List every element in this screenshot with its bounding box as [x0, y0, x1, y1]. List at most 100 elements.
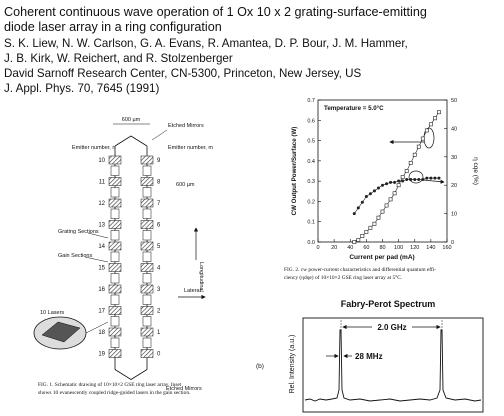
emitter-number: 19 — [98, 352, 105, 358]
caption: ciency (ηdqe) of 10×10×2 GSE ring laser … — [284, 274, 402, 281]
y2-tick-label: 40 — [451, 126, 457, 132]
emitter-number: 3 — [157, 287, 161, 293]
grating-section — [140, 306, 154, 315]
label: Emitter number, m — [168, 145, 213, 151]
emitter-number: 7 — [157, 201, 161, 207]
data-point — [420, 136, 425, 141]
y-tick-label: 0.0 — [307, 240, 315, 246]
x-tick-label: 100 — [394, 245, 403, 251]
data-point — [352, 240, 357, 244]
x-tick-label: 20 — [331, 245, 337, 251]
data-point — [385, 182, 389, 186]
label: 600 µm — [122, 117, 141, 123]
grating-section — [140, 327, 154, 337]
y2-tick-label: 30 — [451, 155, 457, 161]
header: Coherent continuous wave operation of 1 … — [4, 5, 427, 95]
y-tick-label: 0.2 — [307, 199, 315, 205]
grating-section — [108, 263, 122, 272]
data-point — [424, 128, 429, 133]
grating-section — [108, 349, 122, 358]
gain-section — [110, 294, 120, 305]
data-point — [421, 178, 425, 182]
affiliation: David Sarnoff Research Center, CN-5300, … — [4, 67, 361, 80]
grating-section — [108, 198, 122, 208]
emitter-number: 0 — [157, 352, 161, 358]
label: Lateral — [184, 288, 201, 294]
emitter-number: 16 — [98, 287, 105, 293]
grating-section — [140, 155, 154, 165]
gain-section — [110, 316, 120, 327]
gain-section — [110, 187, 120, 198]
data-point — [405, 178, 409, 182]
callout — [408, 170, 424, 184]
grating-section — [108, 327, 122, 337]
label: Longitudinal — [198, 262, 204, 292]
leader — [84, 256, 109, 263]
author-line: J. B. Kirk, W. Reichert, and R. Stolzenb… — [4, 52, 233, 65]
x-tick-label: 80 — [379, 245, 385, 251]
figure-2: Temperature = 5.0°C Current per pad (mA)… — [284, 98, 479, 281]
plot-frame — [302, 317, 484, 413]
caption: FIG. 2. cw power-current characteristics… — [284, 266, 436, 273]
data-point — [416, 144, 421, 149]
emitter-number: 18 — [98, 330, 105, 336]
title-line: diode laser array in a ring configuratio… — [4, 20, 222, 34]
x-tick-label: 160 — [442, 245, 451, 251]
emitter-number: 14 — [98, 244, 105, 250]
label: Gain Sections — [58, 253, 92, 259]
title-line: Coherent continuous wave operation of 1 … — [4, 5, 427, 19]
caption: FIG. 1. Schematic drawing of 10×10×2 GSE… — [38, 381, 182, 388]
author-line: S. K. Liew, N. W. Carlson, G. A. Evans, … — [4, 37, 408, 50]
data-point — [425, 176, 429, 180]
figure-3: Fabry-Perot Spectrum Rel. Intensity (a.u… — [289, 299, 484, 413]
citation: J. Appl. Phys. 70, 7645 (1991) — [4, 82, 159, 95]
label: Grating Sections — [58, 229, 99, 235]
data-point — [381, 183, 384, 187]
gain-section — [142, 208, 152, 219]
emitter-number: 8 — [157, 180, 161, 186]
gain-section — [110, 230, 120, 241]
spectrum — [304, 329, 482, 402]
grating-section — [140, 349, 154, 358]
data-point — [360, 200, 364, 204]
emitter-number: 15 — [98, 266, 105, 272]
data-point — [429, 176, 433, 180]
x-axis-label: Current per pad (mA) — [349, 254, 414, 261]
y2-tick-label: 0 — [451, 240, 454, 246]
grating-section — [140, 220, 154, 229]
emitter-number: 5 — [157, 244, 161, 250]
data-point — [396, 183, 401, 188]
grating-section — [108, 284, 122, 294]
gain-section — [110, 251, 120, 262]
grating-section — [108, 241, 122, 251]
emitter-number: 6 — [157, 223, 161, 229]
data-point — [413, 178, 417, 182]
emitter-number: 10 — [98, 158, 105, 164]
data-point — [360, 234, 365, 238]
series-line — [354, 177, 439, 214]
data-point — [408, 160, 413, 165]
gain-section — [142, 316, 152, 327]
y2-tick-label: 10 — [451, 212, 457, 218]
grating-section — [108, 220, 122, 229]
plot-frame — [317, 99, 448, 243]
gain-section — [142, 187, 152, 198]
leader — [85, 321, 109, 334]
data-point — [412, 152, 417, 157]
x-tick-label: 0 — [316, 245, 319, 251]
data-point — [437, 176, 441, 180]
emitter-number: 13 — [98, 223, 105, 229]
label: Emitter number, n — [72, 145, 115, 151]
data-point — [368, 192, 372, 196]
label: 10 Lasers — [40, 310, 64, 316]
data-point — [372, 221, 377, 226]
x-tick-label: 40 — [347, 245, 353, 251]
gain-section — [110, 165, 120, 176]
grating-section — [108, 177, 122, 186]
figure-title: Fabry-Perot Spectrum — [341, 299, 436, 309]
emitter-number: 11 — [99, 180, 106, 186]
grating-section — [108, 306, 122, 315]
data-point — [433, 176, 437, 180]
emitter-number: 4 — [157, 266, 161, 272]
